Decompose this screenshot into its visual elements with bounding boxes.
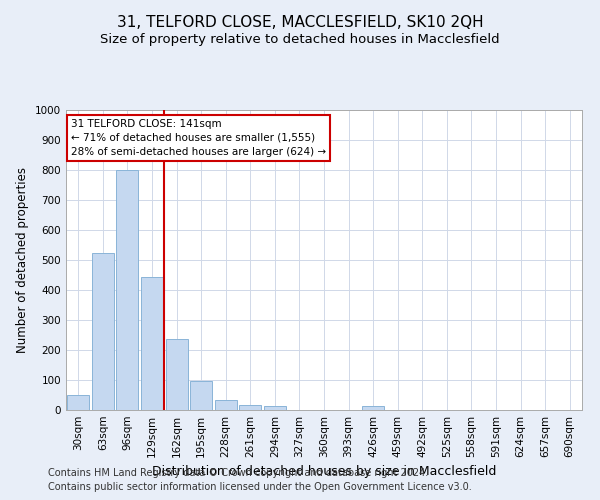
Bar (116, 170, 139, 410)
Bar (264, 406, 286, 410)
Text: Size of property relative to detached houses in Macclesfield: Size of property relative to detached ho… (100, 32, 500, 46)
Bar (362, 406, 384, 410)
Text: 31 TELFORD CLOSE: 141sqm
← 71% of detached houses are smaller (1,555)
28% of sem: 31 TELFORD CLOSE: 141sqm ← 71% of detach… (71, 119, 326, 157)
Bar (92, 252, 114, 410)
Bar (190, 381, 212, 410)
Text: 31, TELFORD CLOSE, MACCLESFIELD, SK10 2QH: 31, TELFORD CLOSE, MACCLESFIELD, SK10 2Q… (116, 15, 484, 30)
Bar (67, 395, 89, 410)
X-axis label: Distribution of detached houses by size in Macclesfield: Distribution of detached houses by size … (152, 466, 496, 478)
Text: Contains public sector information licensed under the Open Government Licence v3: Contains public sector information licen… (48, 482, 472, 492)
Bar (166, 338, 188, 410)
Y-axis label: Number of detached properties: Number of detached properties (16, 167, 29, 353)
Bar (239, 404, 262, 410)
Text: Contains HM Land Registry data © Crown copyright and database right 2024.: Contains HM Land Registry data © Crown c… (48, 468, 428, 477)
Bar (141, 276, 163, 410)
Bar (215, 400, 237, 410)
